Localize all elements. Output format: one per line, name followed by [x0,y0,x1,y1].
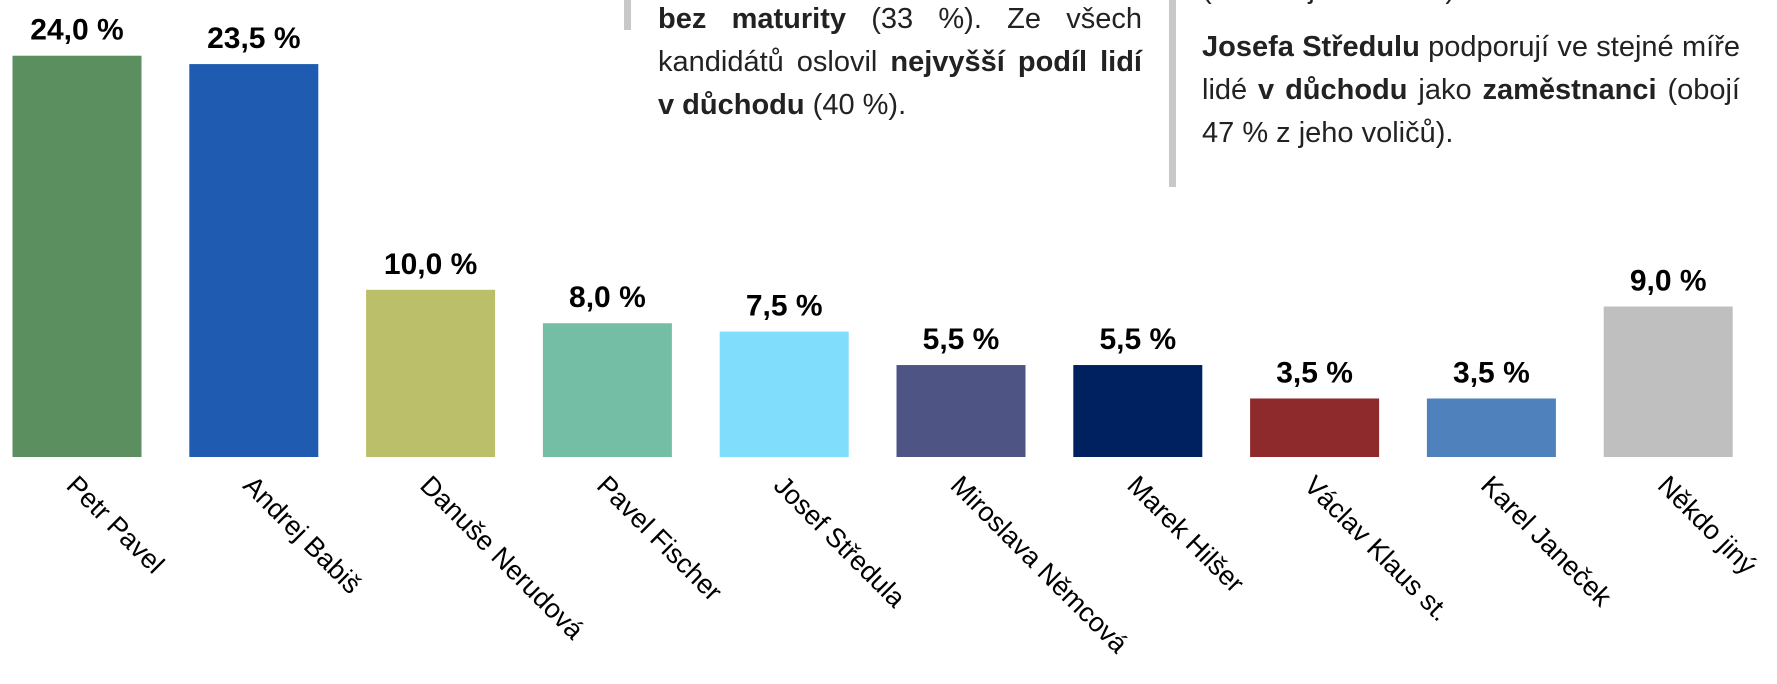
note-text: nejvyšší podíl lidí v důchodu [658,46,1142,121]
bar [1426,398,1556,457]
note-rule [624,0,631,30]
category-label: Miroslava Němcová [945,470,1135,660]
category-label: Petr Pavel [61,470,170,579]
note-text: (40 %). [804,89,907,121]
note-paragraph: bez maturity (33 %). Ze všech kandidátů … [658,0,1142,127]
note-text: Josefa Středulu [1202,31,1420,63]
note-text: v důchodu [1258,74,1408,106]
note-text: podporují ve stejné míře lidé [1202,31,1740,106]
bar [542,323,672,457]
value-label: 3,5 % [1276,356,1353,389]
category-label: Pavel Fischer [591,470,728,607]
category-label: Josef Středula [768,470,912,614]
note-text: jako [1407,74,1483,106]
bar [1250,398,1380,457]
category-label: Andrej Babiš [238,470,367,599]
note: (41 % z jeho voličů). Josefa Středulu pod… [1202,0,1740,170]
bar [189,64,319,457]
category-label: Někdo jiný [1652,470,1763,581]
note-text: bez maturity [658,3,846,35]
note-paragraph: Josefa Středulu podporují ve stejné míře… [1202,26,1740,155]
bar [719,331,849,457]
note-text: zaměstnanci [1482,74,1657,106]
bar [366,289,496,457]
value-label: 24,0 % [30,14,123,47]
value-label: 3,5 % [1453,356,1530,389]
category-label: Marek Hilšer [1122,470,1250,598]
value-label: 23,5 % [207,22,300,55]
bar [1073,365,1203,457]
value-label: 9,0 % [1630,265,1707,298]
note-paragraph: (41 % z jeho voličů). [1202,0,1740,11]
category-label: Danuše Nerudová [414,470,590,646]
bar [12,55,142,457]
value-label: 5,5 % [1099,323,1176,356]
note-text: (obojí 47 % z jeho voličů). [1202,74,1740,149]
bar [896,365,1026,457]
note-text: (41 % z jeho voličů). [1202,0,1463,5]
category-label: Václav Klaus st. [1298,470,1455,627]
value-label: 10,0 % [384,248,477,281]
value-label: 5,5 % [923,323,1000,356]
bar [1603,306,1733,457]
note: bez maturity (33 %). Ze všech kandidátů … [658,0,1142,142]
note-rule [1169,0,1176,187]
note-text: (33 %). Ze všech kandidátů oslovil [658,3,1142,78]
value-label: 7,5 % [746,290,823,323]
category-label: Karel Janeček [1475,470,1618,613]
value-label: 8,0 % [569,281,646,314]
